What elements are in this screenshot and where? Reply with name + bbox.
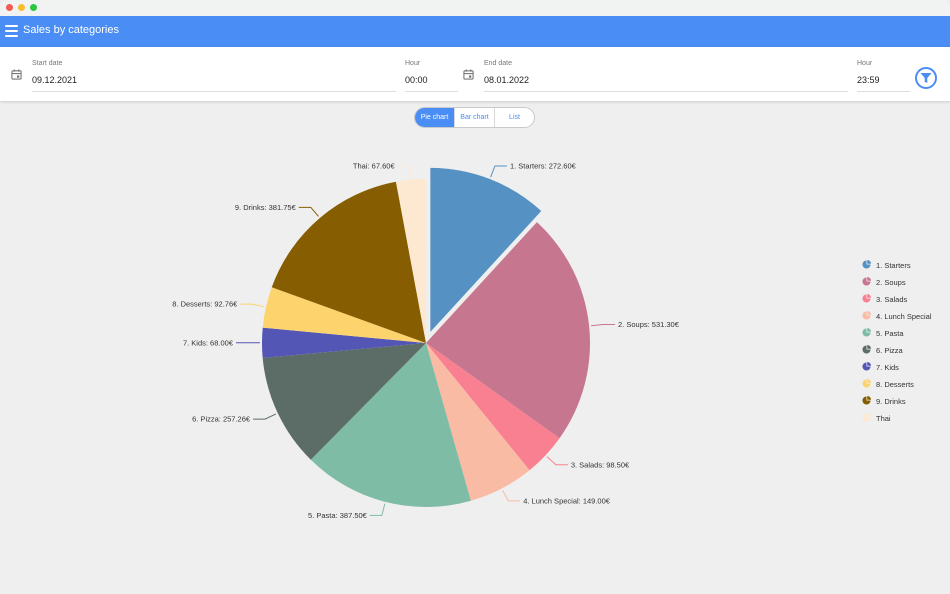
data-label-4-lunch-special: 4. Lunch Special: 149.00€ xyxy=(523,496,611,505)
end-hour-label: Hour xyxy=(857,60,873,67)
start-date-label: Start date xyxy=(32,60,63,67)
data-label-1-starters: 1. Starters: 272.60€ xyxy=(510,161,577,170)
start-hour-field[interactable] xyxy=(405,73,458,92)
data-label-6-pizza: 6. Pizza: 257.26€ xyxy=(192,415,251,424)
pie-legend-icon xyxy=(862,396,871,405)
pie-slice-5-pasta[interactable] xyxy=(310,343,471,507)
legend-label: 3. Salads xyxy=(876,295,908,304)
pie-legend-icon xyxy=(862,277,871,286)
pie-slice-thai[interactable] xyxy=(395,179,426,343)
pie-slice-6-pizza[interactable] xyxy=(262,343,426,460)
end-date-label: End date xyxy=(484,60,513,67)
leader-line-8-desserts xyxy=(240,303,265,308)
chart-view-toggle: Pie chart Bar chart List xyxy=(414,107,535,128)
minimize-window-button[interactable] xyxy=(18,4,25,11)
legend-label: Thai xyxy=(876,414,891,423)
start-hour-label: Hour xyxy=(405,60,421,67)
pie-slice-8-desserts[interactable] xyxy=(262,287,426,343)
end-hour-field[interactable] xyxy=(857,73,910,92)
leader-line-6-pizza xyxy=(253,413,277,420)
leader-line-thai xyxy=(397,165,412,178)
pie-legend-icon xyxy=(862,260,871,269)
legend-label: 1. Starters xyxy=(876,261,911,270)
pie-legend-icon xyxy=(862,413,871,422)
close-window-button[interactable] xyxy=(6,4,13,11)
start-date-field[interactable] xyxy=(32,73,396,92)
legend-label: 4. Lunch Special xyxy=(876,312,932,321)
tab-bar-chart[interactable]: Bar chart xyxy=(455,108,495,127)
app-bar: Sales by categories xyxy=(0,16,950,47)
window-titlebar xyxy=(0,0,950,16)
page-title: Sales by categories xyxy=(23,24,119,36)
data-label-thai: Thai: 67.60€ xyxy=(353,161,396,170)
pie-legend-icon xyxy=(862,311,871,320)
legend-label: 2. Soups xyxy=(876,278,906,287)
data-label-5-pasta: 5. Pasta: 387.50€ xyxy=(308,511,368,520)
pie-slice-1-starters[interactable] xyxy=(430,167,542,332)
pie-legend-icon xyxy=(862,362,871,371)
leader-line-1-starters xyxy=(490,165,507,178)
pie-legend-icon xyxy=(862,345,871,354)
data-label-7-kids: 7. Kids: 68.00€ xyxy=(183,338,234,347)
pie-slice-9-drinks[interactable] xyxy=(271,181,426,343)
legend-label: 6. Pizza xyxy=(876,346,903,355)
legend-label: 7. Kids xyxy=(876,363,899,372)
pie-slice-3-salads[interactable] xyxy=(426,343,560,471)
data-label-2-soups: 2. Soups: 531.30€ xyxy=(618,320,680,329)
leader-line-3-salads xyxy=(546,456,568,466)
tab-pie-chart[interactable]: Pie chart xyxy=(415,108,455,127)
hamburger-menu-icon[interactable] xyxy=(5,25,18,37)
legend-label: 8. Desserts xyxy=(876,380,914,389)
data-label-3-salads: 3. Salads: 98.50€ xyxy=(571,460,630,469)
leader-line-5-pasta xyxy=(369,503,386,516)
data-label-8-desserts: 8. Desserts: 92.76€ xyxy=(172,300,238,309)
leader-line-4-lunch-special xyxy=(502,489,521,502)
leader-line-2-soups xyxy=(591,323,616,327)
end-date-field[interactable] xyxy=(484,73,848,92)
legend-label: 9. Drinks xyxy=(876,397,906,406)
funnel-icon xyxy=(920,73,932,83)
maximize-window-button[interactable] xyxy=(30,4,37,11)
apply-filter-button[interactable] xyxy=(915,67,937,89)
pie-legend-icon xyxy=(862,328,871,337)
pie-legend-icon xyxy=(862,379,871,388)
calendar-icon[interactable] xyxy=(11,69,22,80)
pie-legend-icon xyxy=(862,294,871,303)
pie-slice-2-soups[interactable] xyxy=(426,222,590,439)
leader-line-9-drinks xyxy=(298,206,319,217)
tab-list[interactable]: List xyxy=(509,114,520,121)
pie-slice-4-lunch-special[interactable] xyxy=(426,343,530,501)
data-label-9-drinks: 9. Drinks: 381.75€ xyxy=(235,203,297,212)
pie-slice-7-kids[interactable] xyxy=(262,327,426,358)
calendar-icon[interactable] xyxy=(463,69,474,80)
legend-label: 5. Pasta xyxy=(876,329,904,338)
